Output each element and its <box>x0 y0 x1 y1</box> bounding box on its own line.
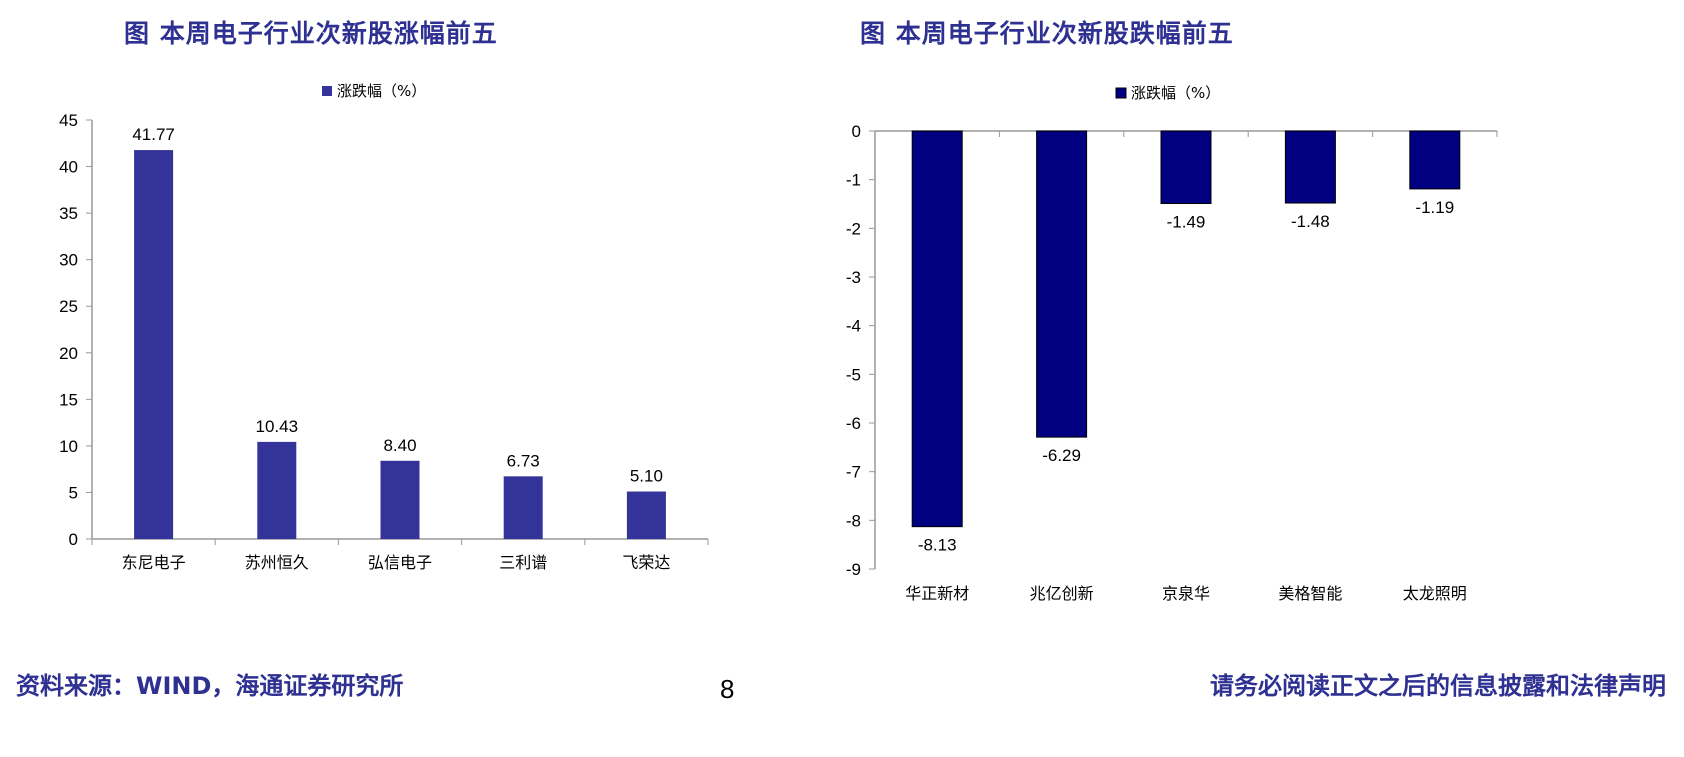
category-label: 太龙照明 <box>1403 584 1467 603</box>
y-tick-label: 35 <box>59 204 78 223</box>
category-label: 三利谱 <box>499 553 547 572</box>
y-tick-label: 15 <box>59 390 78 409</box>
legend-swatch <box>1115 87 1127 99</box>
y-tick-label: 45 <box>59 111 78 130</box>
y-tick-label: 25 <box>59 297 78 316</box>
chart-title-gainers: 图 本周电子行业次新股涨幅前五 <box>124 19 498 48</box>
bar <box>911 130 963 528</box>
y-tick-label: 0 <box>852 122 861 141</box>
y-tick-label: -8 <box>846 511 861 530</box>
y-tick-label: -6 <box>846 414 861 433</box>
category-label: 飞荣达 <box>622 553 670 572</box>
data-label: -1.48 <box>1291 212 1330 231</box>
bar <box>1284 130 1336 204</box>
y-tick-label: -2 <box>846 219 861 238</box>
data-label: -8.13 <box>918 536 957 555</box>
data-label: -1.19 <box>1415 198 1454 217</box>
data-label: 6.73 <box>507 451 540 470</box>
footer-disclaimer: 请务必阅读正文之后的信息披露和法律声明 <box>1210 672 1666 700</box>
bar <box>1036 130 1088 438</box>
legend-swatch <box>322 86 332 96</box>
footer-source: 资料来源：WIND，海通证券研究所 <box>16 672 404 700</box>
y-tick-label: -7 <box>846 463 861 482</box>
y-tick-label: 40 <box>59 158 78 177</box>
category-label: 苏州恒久 <box>245 553 309 572</box>
y-tick-label: 0 <box>69 530 78 549</box>
y-tick-label: 10 <box>59 437 78 456</box>
bar <box>503 476 543 539</box>
legend-label: 涨跌幅（%） <box>337 82 426 100</box>
category-label: 美格智能 <box>1278 584 1342 603</box>
chart-title-losers: 图 本周电子行业次新股跌幅前五 <box>860 19 1234 48</box>
bar <box>257 441 297 539</box>
category-label: 京泉华 <box>1162 584 1210 603</box>
bar <box>380 460 420 539</box>
data-label: -6.29 <box>1042 446 1081 465</box>
data-label: 8.40 <box>383 436 416 455</box>
legend-label: 涨跌幅（%） <box>1131 84 1220 102</box>
category-label: 弘信电子 <box>368 553 432 572</box>
data-label: 5.10 <box>630 467 663 486</box>
bar <box>1409 130 1461 190</box>
y-tick-label: 20 <box>59 344 78 363</box>
y-tick-label: 5 <box>69 483 78 502</box>
category-label: 华正新材 <box>905 584 969 603</box>
y-tick-label: -9 <box>846 560 861 579</box>
category-label: 兆亿创新 <box>1030 584 1094 603</box>
y-tick-label: -5 <box>846 365 861 384</box>
bar <box>626 491 666 539</box>
y-tick-label: -1 <box>846 171 861 190</box>
y-tick-label: 30 <box>59 251 78 270</box>
bar <box>134 150 174 539</box>
category-label: 东尼电子 <box>122 553 186 572</box>
y-tick-label: -3 <box>846 268 861 287</box>
data-label: 41.77 <box>132 125 175 144</box>
bar <box>1160 130 1212 205</box>
page-number: 8 <box>720 674 735 704</box>
data-label: -1.49 <box>1167 213 1206 232</box>
y-tick-label: -4 <box>846 317 861 336</box>
data-label: 10.43 <box>256 417 299 436</box>
